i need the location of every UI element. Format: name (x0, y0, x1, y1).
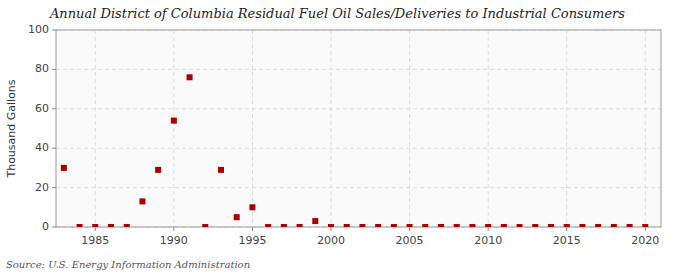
x-tick-label: 1990 (160, 234, 188, 247)
y-tick (52, 69, 56, 70)
x-tick (331, 227, 332, 231)
point (564, 224, 570, 227)
point (77, 224, 83, 227)
y-axis-label: Thousand Gallons (5, 79, 18, 178)
point (344, 224, 350, 227)
x-tick-label: 1985 (81, 234, 109, 247)
x-tick-label: 2015 (553, 234, 581, 247)
point (501, 224, 507, 227)
grid-line-x (645, 30, 646, 227)
grid-line-x (95, 30, 96, 227)
y-tick-label: 80 (35, 62, 49, 75)
point (249, 204, 255, 210)
plot-frame (56, 30, 661, 227)
point (485, 224, 491, 227)
point (579, 224, 585, 227)
grid-line-y (56, 69, 661, 70)
point (469, 224, 475, 227)
point (532, 224, 538, 227)
points (61, 74, 648, 227)
x-tick-label: 2000 (317, 234, 345, 247)
x-tick-label: 2020 (631, 234, 659, 247)
grid-line-x (252, 30, 253, 227)
y-tick (52, 148, 56, 149)
y-tick-label: 0 (42, 220, 49, 233)
chart-svg: 0 20 40 60 80 100 1985 1990 1995 2000 2005 2010 2015… (0, 0, 675, 275)
grid (56, 30, 661, 227)
point (422, 224, 428, 227)
grid-line-x (488, 30, 489, 227)
grid-line-x (331, 30, 332, 227)
x-tick (566, 227, 567, 231)
x-tick (173, 227, 174, 231)
point (375, 224, 381, 227)
x-tick (95, 227, 96, 231)
x-tick (645, 227, 646, 231)
point (265, 224, 271, 227)
y-tick-label: 60 (35, 102, 49, 115)
point (171, 118, 177, 124)
point (391, 224, 397, 227)
y-tick-label: 100 (28, 23, 49, 36)
point (155, 167, 161, 173)
point (202, 224, 208, 227)
grid-line-y (56, 187, 661, 188)
point (187, 74, 193, 80)
x-tick (252, 227, 253, 231)
point (312, 218, 318, 224)
plot-background (56, 30, 661, 227)
x-tick (488, 227, 489, 231)
point (438, 224, 444, 227)
grid-line-y (56, 108, 661, 109)
point (642, 224, 648, 227)
source-note: Source: U.S. Energy Information Administ… (6, 259, 250, 270)
ticks: 0 20 40 60 80 100 1985 1990 1995 2000 2005 2010 2015… (28, 23, 659, 247)
grid-line-x (409, 30, 410, 227)
point (359, 224, 365, 227)
title: Annual District of Columbia Residual Fue… (49, 6, 625, 21)
point (454, 224, 460, 227)
point (517, 224, 523, 227)
point (139, 198, 145, 204)
point (108, 224, 114, 227)
point (595, 224, 601, 227)
point (218, 167, 224, 173)
x-tick-label: 2005 (396, 234, 424, 247)
point (328, 224, 334, 227)
x-tick-label: 2010 (474, 234, 502, 247)
y-tick (52, 108, 56, 109)
x-tick-label: 1995 (238, 234, 266, 247)
y-tick (52, 30, 56, 31)
point (61, 165, 67, 171)
point (627, 224, 633, 227)
chart-container: 0 20 40 60 80 100 1985 1990 1995 2000 2005 2010 2015… (0, 0, 675, 275)
y-tick (52, 227, 56, 228)
point (611, 224, 617, 227)
point (281, 224, 287, 227)
point (548, 224, 554, 227)
point (407, 224, 413, 227)
point (297, 224, 303, 227)
grid-line-y (56, 148, 661, 149)
point (234, 214, 240, 220)
x-tick (409, 227, 410, 231)
y-tick (52, 187, 56, 188)
grid-line-x (173, 30, 174, 227)
point (92, 224, 98, 227)
y-tick-label: 40 (35, 141, 49, 154)
grid-line-x (566, 30, 567, 227)
y-tick-label: 20 (35, 181, 49, 194)
point (124, 224, 130, 227)
